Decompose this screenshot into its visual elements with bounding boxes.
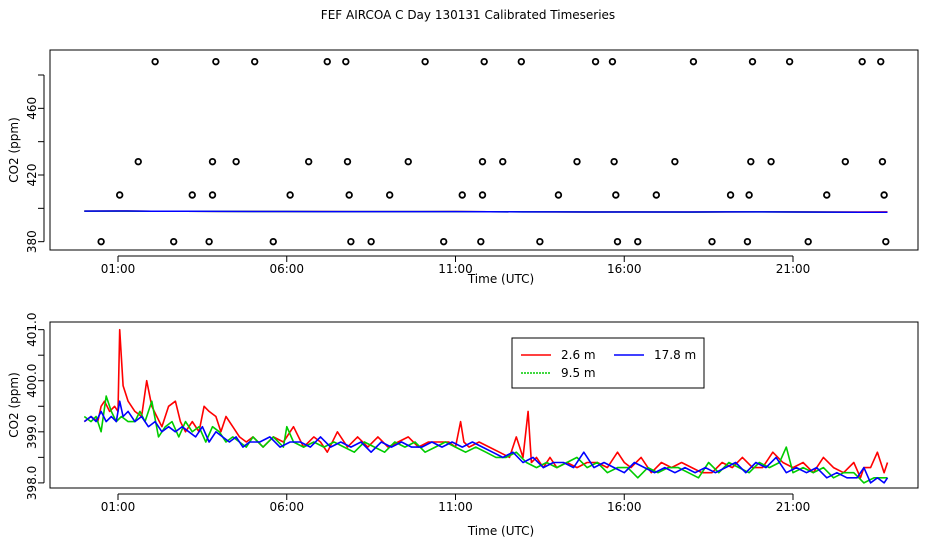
top-y-tick-label: 420 [25,164,39,187]
top-y-axis-title: CO2 (ppm) [7,117,21,183]
top-calibration-point [613,237,622,246]
top-calibration-point [841,157,850,166]
top-calibration-point [747,157,755,166]
bottom-y-axis-title: CO2 (ppm) [7,372,21,438]
top-x-tick-label: 21:00 [776,262,811,276]
top-calibration-point [554,191,563,199]
top-calibration-point [689,57,698,66]
top-calibration-point [878,157,887,166]
bottom-x-tick-label: 16:00 [607,500,642,514]
top-calibration-point [804,237,812,246]
series-line-2-6-m [83,328,889,479]
top-calibration-point [477,237,485,246]
top-calibration-point [250,57,259,66]
top-calibration-point [767,157,775,166]
page-title: FEF AIRCOA C Day 130131 Calibrated Times… [320,8,616,22]
top-calibration-point [367,237,375,246]
legend: 2.6 m 9.5 m 17.8 m [511,337,705,389]
top-x-tick-label: 01:00 [101,262,136,276]
top-plot-frame [49,49,919,251]
top-calibration-point [208,191,217,199]
top-calibration-point [347,237,355,246]
bottom-plot: 01:00 06:00 11:00 16:00 21:00 Time (UTC) 398.0… [7,312,919,538]
top-plot: 01:00 06:00 11:00 16:00 21:00 Time (UTC) 380 42… [7,49,919,286]
top-calibration-point [205,237,213,246]
top-calibration-point [823,191,831,199]
top-calibration-point [439,237,448,246]
top-calibration-point [343,157,352,166]
top-calibration-point [286,191,294,199]
top-calibration-point [536,237,544,246]
legend-label: 17.8 m [654,348,696,362]
top-calibration-point [208,157,217,166]
top-calibration-point [345,191,353,199]
top-calibration-point [882,237,890,246]
top-calibration-point [232,157,240,166]
bottom-x-tick-label: 01:00 [101,500,136,514]
bottom-x-axis-title: Time (UTC) [467,524,534,538]
bottom-y-tick-label: 399.0 [25,415,39,449]
top-x-tick-label: 16:00 [607,262,642,276]
legend-label: 9.5 m [561,366,596,380]
top-calibration-point [304,157,313,166]
top-calibration-point [573,157,581,166]
legend-box [511,337,705,389]
top-calibration-point [517,57,526,66]
bottom-x-tick-label: 21:00 [776,500,811,514]
top-calibration-point [169,237,178,246]
top-calibration-point [671,157,679,166]
top-calibration-point [880,191,888,199]
series-line-17-8-m [83,400,889,484]
top-calibration-point [726,191,735,199]
bottom-x-tick-label: 06:00 [269,500,304,514]
top-calibration-point [188,191,196,199]
top-calibration-point [708,237,716,246]
bottom-y-tick-label: 401.0 [25,312,39,346]
bottom-y-tick-label: 400.0 [25,364,39,398]
top-calibration-point [612,191,620,199]
top-calibration-point [115,191,124,199]
top-calibration-point [748,57,757,66]
top-calibration-point [421,57,429,66]
bottom-plot-frame [49,321,919,489]
bottom-x-tick-label: 11:00 [438,500,473,514]
series-line-9-5-m [83,395,888,484]
top-calibration-point [342,57,350,66]
top-calibration-point [877,57,885,66]
top-y-tick-label: 460 [25,97,39,120]
top-calibration-point [458,191,466,199]
top-calibration-point [745,191,753,199]
top-calibration-point [385,191,394,199]
top-calibration-point [151,57,159,66]
top-calibration-point [97,237,105,246]
top-calibration-point [499,157,507,166]
top-x-axis-title: Time (UTC) [467,272,534,286]
top-calibration-point [212,57,220,66]
top-calibration-point [634,237,642,246]
top-calibration-point [478,191,487,199]
top-calibration-point [478,157,487,166]
top-baseline-series [84,210,888,213]
top-calibration-point [591,57,600,66]
top-calibration-point [785,57,794,66]
top-calibration-point [269,237,277,246]
top-calibration-point [323,57,331,66]
top-x-tick-label: 11:00 [438,262,473,276]
top-x-tick-label: 06:00 [269,262,304,276]
top-calibration-point [610,157,618,166]
top-y-tick-label: 380 [25,230,39,253]
legend-label: 2.6 m [561,348,596,362]
top-calibration-point [858,57,866,66]
top-calibration-point [404,157,412,166]
top-calibration-point [480,57,488,66]
top-calibration-point [608,57,617,66]
top-calibration-point [134,157,142,166]
bottom-y-tick-label: 398.0 [25,466,39,500]
top-calibration-point [743,237,752,246]
top-calibration-point [652,191,661,199]
